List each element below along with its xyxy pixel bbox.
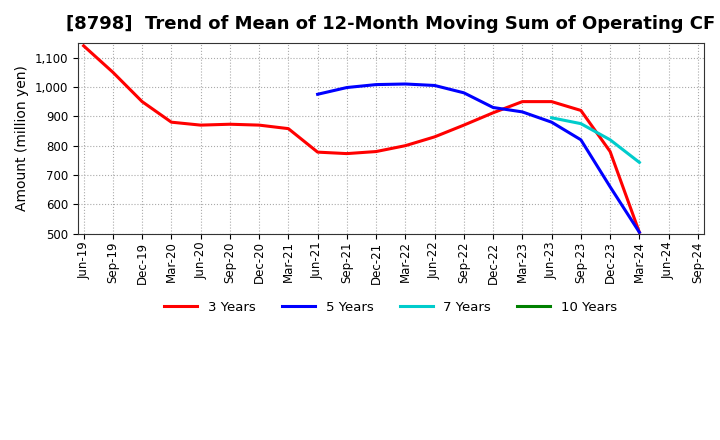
- 3 Years: [401, 143, 410, 148]
- 3 Years: [489, 110, 498, 115]
- 3 Years: [284, 126, 293, 131]
- 5 Years: [489, 105, 498, 110]
- 5 Years: [372, 82, 380, 87]
- 7 Years: [606, 137, 614, 143]
- 7 Years: [577, 121, 585, 126]
- 3 Years: [255, 122, 264, 128]
- 3 Years: [343, 151, 351, 156]
- 3 Years: [197, 122, 205, 128]
- 3 Years: [547, 99, 556, 104]
- 5 Years: [635, 230, 644, 235]
- 3 Years: [313, 150, 322, 155]
- 3 Years: [606, 149, 614, 154]
- 5 Years: [343, 85, 351, 90]
- 7 Years: [635, 160, 644, 165]
- 5 Years: [518, 109, 527, 114]
- 5 Years: [459, 90, 468, 95]
- 3 Years: [518, 99, 527, 104]
- 7 Years: [547, 115, 556, 121]
- 3 Years: [167, 120, 176, 125]
- Title: [8798]  Trend of Mean of 12-Month Moving Sum of Operating CF: [8798] Trend of Mean of 12-Month Moving …: [66, 15, 716, 33]
- 5 Years: [313, 92, 322, 97]
- 3 Years: [635, 230, 644, 235]
- Y-axis label: Amount (million yen): Amount (million yen): [15, 66, 29, 211]
- 5 Years: [577, 137, 585, 143]
- Legend: 3 Years, 5 Years, 7 Years, 10 Years: 3 Years, 5 Years, 7 Years, 10 Years: [159, 295, 622, 319]
- Line: 3 Years: 3 Years: [84, 46, 639, 232]
- Line: 5 Years: 5 Years: [318, 84, 639, 232]
- 3 Years: [372, 149, 380, 154]
- 5 Years: [547, 120, 556, 125]
- 3 Years: [577, 108, 585, 113]
- 3 Years: [225, 121, 234, 127]
- 3 Years: [79, 43, 88, 48]
- 3 Years: [459, 122, 468, 128]
- Line: 7 Years: 7 Years: [552, 118, 639, 162]
- 3 Years: [109, 70, 117, 75]
- 3 Years: [431, 134, 439, 139]
- 3 Years: [138, 99, 146, 104]
- 5 Years: [431, 83, 439, 88]
- 5 Years: [606, 184, 614, 190]
- 5 Years: [401, 81, 410, 87]
